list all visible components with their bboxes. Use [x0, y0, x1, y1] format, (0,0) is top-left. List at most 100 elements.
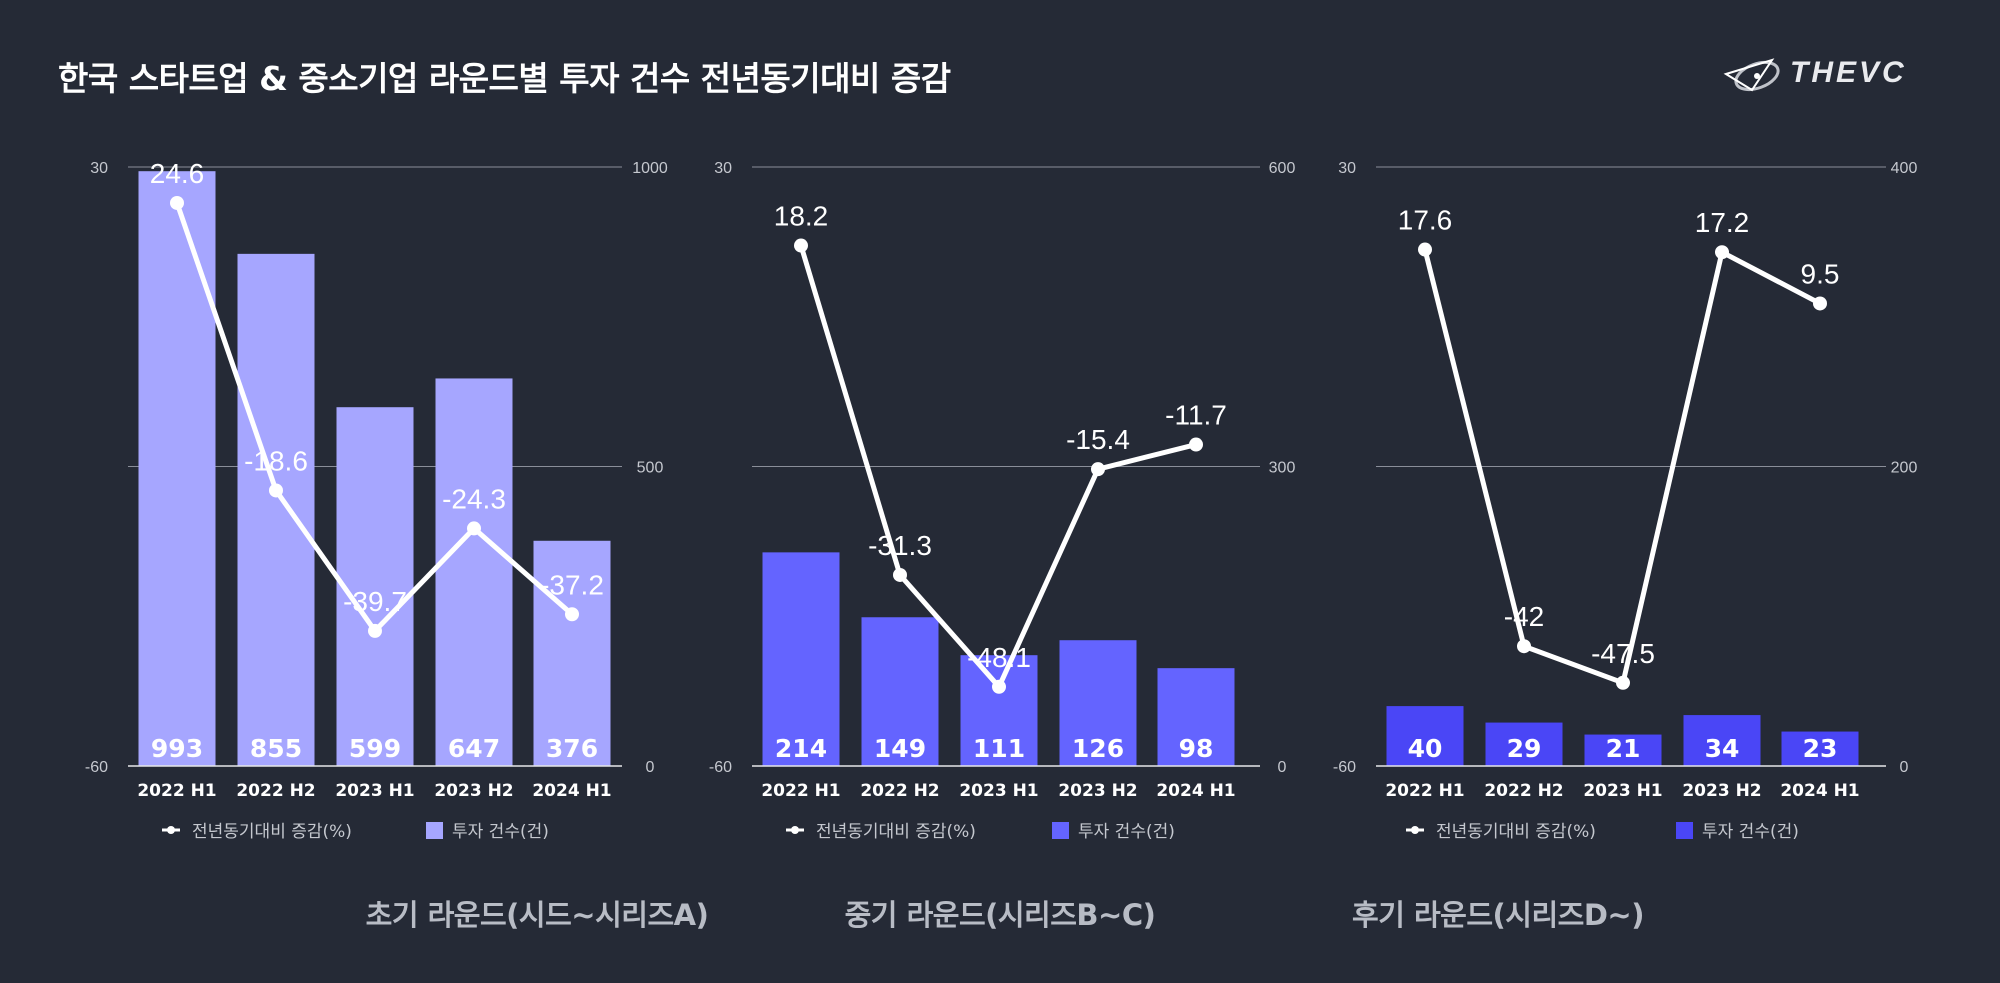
- yoy-value-label: -18.6: [244, 445, 308, 476]
- yoy-point: [170, 195, 184, 210]
- legend-dot: [791, 826, 799, 834]
- bar-2022-h2: [237, 253, 315, 767]
- legend: 전년동기대비 증감(%) 투자 건수(건): [1406, 822, 1799, 842]
- bar-2023-h2: [435, 378, 513, 766]
- legend-label-line: 전년동기대비 증감(%): [816, 822, 976, 842]
- yoy-value-label: -24.3: [442, 483, 506, 514]
- bar-2022-h1: [138, 171, 216, 766]
- legend: 전년동기대비 증감(%) 투자 건수(건): [786, 822, 1175, 842]
- yoy-point: [1418, 242, 1432, 257]
- yoy-value-label: 9.5: [1801, 258, 1840, 289]
- category-label: 2022 H1: [1385, 781, 1464, 801]
- bar-value-label: 993: [151, 734, 203, 763]
- legend-bar-swatch: [1052, 822, 1069, 839]
- page-title: 한국 스타트업 & 중소기업 라운드별 투자 건수 전년동기대비 증감: [58, 59, 951, 98]
- bar-value-label: 214: [775, 734, 827, 763]
- bar-2024-h1: [1781, 731, 1859, 766]
- yoy-point: [1091, 462, 1105, 477]
- bar-value-label: 111: [973, 734, 1025, 763]
- bar-value-label: 855: [250, 734, 302, 763]
- category-label: 2024 H1: [1780, 781, 1859, 801]
- bar-2022-h2: [861, 617, 939, 766]
- logo-orbit-icon: [1723, 58, 1780, 92]
- bar-value-label: 21: [1606, 734, 1641, 763]
- yoy-value-label: -47.5: [1591, 638, 1655, 669]
- yoy-value-label: -39.7: [343, 586, 407, 617]
- right-axis-tick: 0: [1900, 759, 1909, 776]
- panel-label-mid: 중기 라운드(시리즈B~C): [844, 898, 1156, 932]
- category-label: 2023 H1: [959, 781, 1038, 801]
- legend-dot: [1411, 826, 1419, 834]
- yoy-point: [269, 483, 283, 498]
- chart-panel-2: 214 149 111 126 98 18.2 -31.3 -48.1 -15.4 -11.7 30…: [709, 160, 1296, 842]
- category-label: 2022 H1: [761, 781, 840, 801]
- yoy-value-label: -31.3: [868, 530, 932, 561]
- category-label: 2023 H1: [335, 781, 414, 801]
- bar-value-label: 599: [349, 734, 401, 763]
- bar-2023-h2: [1683, 715, 1761, 766]
- bar-value-label: 376: [546, 734, 598, 763]
- category-label: 2022 H2: [236, 781, 315, 801]
- bar-2023-h2: [1059, 640, 1137, 766]
- right-axis-tick: 0: [646, 759, 655, 776]
- yoy-point: [992, 679, 1006, 694]
- yoy-point: [1715, 245, 1729, 260]
- left-axis-tick: -60: [709, 759, 732, 776]
- legend-label-line: 전년동기대비 증감(%): [192, 822, 352, 842]
- yoy-value-label: -42: [1504, 601, 1544, 632]
- right-axis-tick: 200: [1891, 460, 1918, 477]
- legend-bar-swatch: [426, 822, 443, 839]
- chart-panel-3: 40 29 21 34 23 17.6 -42 -47.5 17.2 9.5 30 -60 400 200…: [1333, 160, 1918, 842]
- category-label: 2024 H1: [1156, 781, 1235, 801]
- yoy-point: [565, 607, 579, 622]
- right-axis-tick: 400: [1891, 160, 1918, 177]
- legend-label-bar: 투자 건수(건): [1702, 822, 1799, 842]
- category-label: 2022 H2: [1484, 781, 1563, 801]
- bar-value-label: 23: [1803, 734, 1838, 763]
- yoy-point: [1189, 437, 1203, 452]
- yoy-point: [893, 567, 907, 582]
- legend-label-line: 전년동기대비 증감(%): [1436, 822, 1596, 842]
- bar-2023-h1: [336, 407, 414, 766]
- bar-value-label: 647: [448, 734, 500, 763]
- bar-2023-h1: [1584, 734, 1662, 766]
- legend: 전년동기대비 증감(%) 투자 건수(건): [162, 822, 549, 842]
- legend-bar-swatch: [1676, 822, 1693, 839]
- left-axis-tick: 30: [714, 160, 732, 177]
- yoy-point: [1517, 639, 1531, 654]
- category-label: 2022 H1: [137, 781, 216, 801]
- category-label: 2023 H2: [1682, 781, 1761, 801]
- yoy-point: [1813, 296, 1827, 311]
- category-label: 2024 H1: [532, 781, 611, 801]
- yoy-value-label: -15.4: [1066, 424, 1130, 455]
- logo-text: THEVC: [1790, 56, 1907, 89]
- left-axis-tick: -60: [1333, 759, 1356, 776]
- bar-value-label: 34: [1705, 734, 1740, 763]
- legend-dot: [167, 826, 175, 834]
- bar-2022-h1: [1386, 706, 1464, 766]
- legend-label-bar: 투자 건수(건): [452, 822, 549, 842]
- bar-2022-h1: [762, 552, 840, 766]
- yoy-value-label: 24.6: [150, 158, 205, 189]
- yoy-point: [368, 623, 382, 638]
- panel-label-late: 후기 라운드(시리즈D~): [1352, 898, 1644, 932]
- bar-value-label: 126: [1072, 734, 1124, 763]
- yoy-value-label: -48.1: [967, 642, 1031, 673]
- yoy-point: [467, 521, 481, 536]
- right-axis-tick: 1000: [632, 160, 668, 177]
- right-axis-tick: 500: [637, 460, 664, 477]
- yoy-value-label: -37.2: [540, 569, 604, 600]
- bar-value-label: 149: [874, 734, 926, 763]
- right-axis-tick: 300: [1269, 460, 1296, 477]
- bar-2023-h1: [960, 655, 1038, 766]
- bar-value-label: 98: [1179, 734, 1214, 763]
- category-label: 2022 H2: [860, 781, 939, 801]
- right-axis-tick: 0: [1278, 759, 1287, 776]
- left-axis-tick: 30: [1338, 160, 1356, 177]
- yoy-value-label: 17.6: [1398, 205, 1453, 236]
- left-axis-tick: -60: [85, 759, 108, 776]
- chart-panel-1: 993 855 599 647 376 24.6 -18.6 -39.7 -24.3 -37.2 3…: [85, 158, 668, 842]
- bar-2024-h1: [1157, 668, 1235, 766]
- yoy-value-label: 18.2: [774, 201, 829, 232]
